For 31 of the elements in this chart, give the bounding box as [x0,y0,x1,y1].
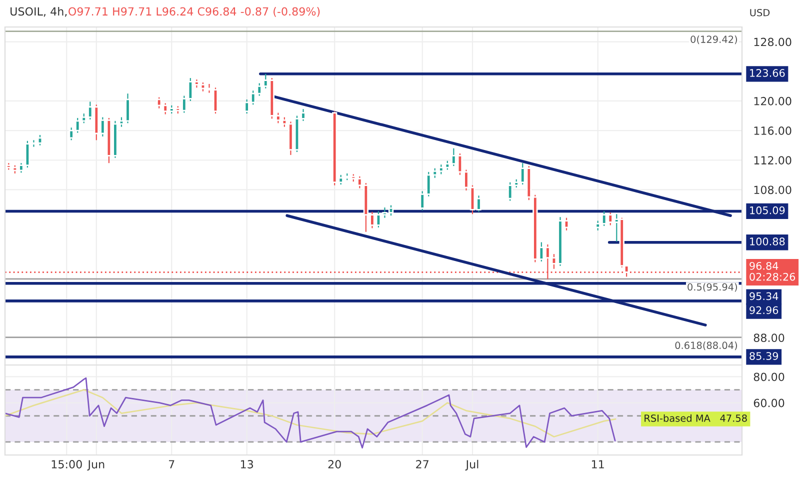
x-tick-label: 20 [328,460,341,468]
ref-line-label: 95.34 [750,292,778,300]
x-tick-label: 11 [592,460,604,468]
x-tick-label: 15:00 [52,460,82,468]
x-tick-label: Jun [87,460,104,471]
y-tick-label: 120.00 [754,96,792,106]
annotation: 0(129.42) [690,35,737,44]
series-label: 123.66 [750,69,785,77]
y-tick-label: 108.00 [754,186,792,194]
y-tick-label: 88.00 [754,334,784,342]
y-tick-label: 80.00 [754,372,784,382]
text: USD [750,8,770,16]
x-tick-label: 13 [240,460,254,468]
ref-line-label: 92.96 [750,306,778,314]
chart-title: USOIL, 4h, [10,7,67,17]
ref-line-label: 85.39 [750,352,778,360]
text: RSI-based MA 47.58 [644,414,747,422]
text: 02:28:26 [750,272,796,281]
x-tick-label: Jul [465,460,478,471]
y-tick-label: 60.00 [754,398,784,408]
ref-line-label: 96.84 [750,262,778,270]
annotation: 0.618(88.04) [675,342,737,350]
series-label: 100.88 [750,238,785,246]
x-tick-label: 27 [416,460,428,468]
x-tick-label: 7 [169,460,174,468]
y-tick-label: 112.00 [754,156,792,165]
chart-subtitle: O97.71 H97.71 L96.24 C96.84 -0.87 (-0.89%) [68,7,320,17]
ref-line-label: 105.09 [750,206,785,214]
annotation: 0.5(95.94) [688,283,737,292]
y-tick-label: 116.00 [754,126,792,135]
y-tick-label: 128.00 [754,38,792,46]
